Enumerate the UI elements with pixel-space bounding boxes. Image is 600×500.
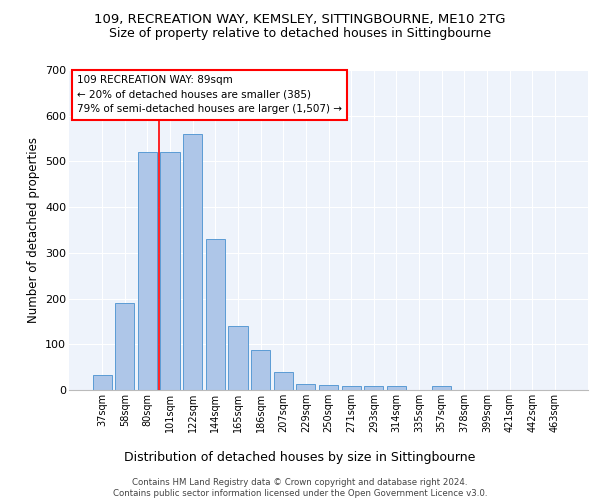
- Bar: [206, 239, 225, 390]
- Bar: [115, 303, 134, 390]
- Bar: [160, 152, 180, 390]
- Text: Contains HM Land Registry data © Crown copyright and database right 2024.
Contai: Contains HM Land Registry data © Crown c…: [113, 478, 487, 498]
- Bar: [92, 376, 112, 390]
- Bar: [341, 386, 361, 390]
- Text: Size of property relative to detached houses in Sittingbourne: Size of property relative to detached ho…: [109, 28, 491, 40]
- Text: Distribution of detached houses by size in Sittingbourne: Distribution of detached houses by size …: [124, 451, 476, 464]
- Bar: [364, 386, 383, 390]
- Bar: [183, 134, 202, 390]
- Bar: [296, 384, 316, 390]
- Bar: [138, 152, 157, 390]
- Bar: [432, 386, 451, 390]
- Bar: [387, 386, 406, 390]
- Bar: [229, 326, 248, 390]
- Bar: [251, 350, 270, 390]
- Text: 109 RECREATION WAY: 89sqm
← 20% of detached houses are smaller (385)
79% of semi: 109 RECREATION WAY: 89sqm ← 20% of detac…: [77, 75, 342, 114]
- Bar: [319, 386, 338, 390]
- Bar: [274, 372, 293, 390]
- Text: 109, RECREATION WAY, KEMSLEY, SITTINGBOURNE, ME10 2TG: 109, RECREATION WAY, KEMSLEY, SITTINGBOU…: [94, 12, 506, 26]
- Y-axis label: Number of detached properties: Number of detached properties: [26, 137, 40, 323]
